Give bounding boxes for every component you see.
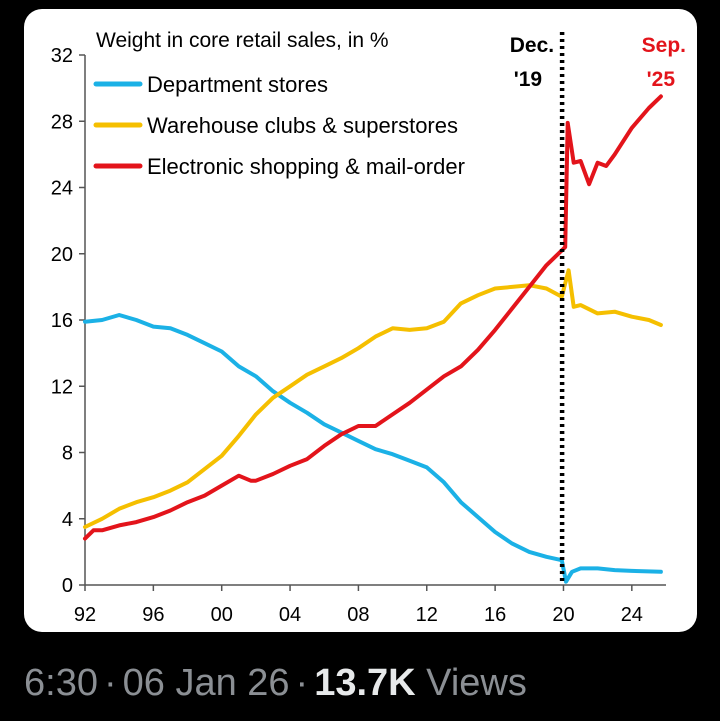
x-tick-label: 04: [279, 604, 301, 626]
meta-separator: ·: [295, 662, 309, 704]
legend-label: Warehouse clubs & superstores: [147, 113, 458, 138]
chart-series: [83, 94, 663, 584]
y-tick-label: 16: [51, 310, 73, 332]
chart-legend: Weight in core retail sales, in % Departm…: [93, 29, 465, 179]
y-tick-label: 8: [62, 443, 73, 465]
views-count: 13.7K: [314, 662, 416, 704]
x-tick-label: 12: [416, 604, 438, 626]
y-tick-label: 20: [51, 244, 73, 266]
x-tick-label: 20: [552, 604, 574, 626]
y-tick-label: 24: [51, 178, 73, 200]
annotation-label: '19: [514, 68, 542, 91]
views-label: Views: [426, 662, 527, 704]
post-meta: 6:30 · 06 Jan 26 · 13.7K Views: [24, 662, 527, 705]
x-tick-label: 96: [142, 604, 164, 626]
annotation-label: '25: [647, 68, 676, 91]
y-tick-label: 28: [51, 111, 73, 133]
legend-label: Electronic shopping & mail-order: [147, 154, 465, 179]
x-tick-label: 00: [211, 604, 233, 626]
chart-annotations: Dec. '19 Sep. '25: [510, 32, 686, 585]
annotation-label: Sep.: [642, 34, 686, 57]
series-line: [83, 313, 663, 584]
y-tick-label: 12: [51, 376, 73, 398]
series-line: [83, 94, 663, 541]
x-tick-label: 92: [74, 604, 96, 626]
x-tick-label: 08: [347, 604, 369, 626]
chart-title: Weight in core retail sales, in %: [96, 29, 389, 52]
annotation-label: Dec.: [510, 34, 554, 57]
x-tick-label: 16: [484, 604, 506, 626]
series-line: [83, 268, 663, 529]
meta-separator: ·: [103, 662, 117, 704]
y-tick-label: 4: [62, 509, 73, 531]
legend-label: Department stores: [147, 72, 328, 97]
y-tick-label: 0: [62, 575, 73, 597]
x-tick-label: 24: [621, 604, 643, 626]
post-date: 06 Jan 26: [122, 662, 290, 704]
post-time: 6:30: [24, 662, 98, 704]
y-tick-label: 32: [51, 45, 73, 67]
